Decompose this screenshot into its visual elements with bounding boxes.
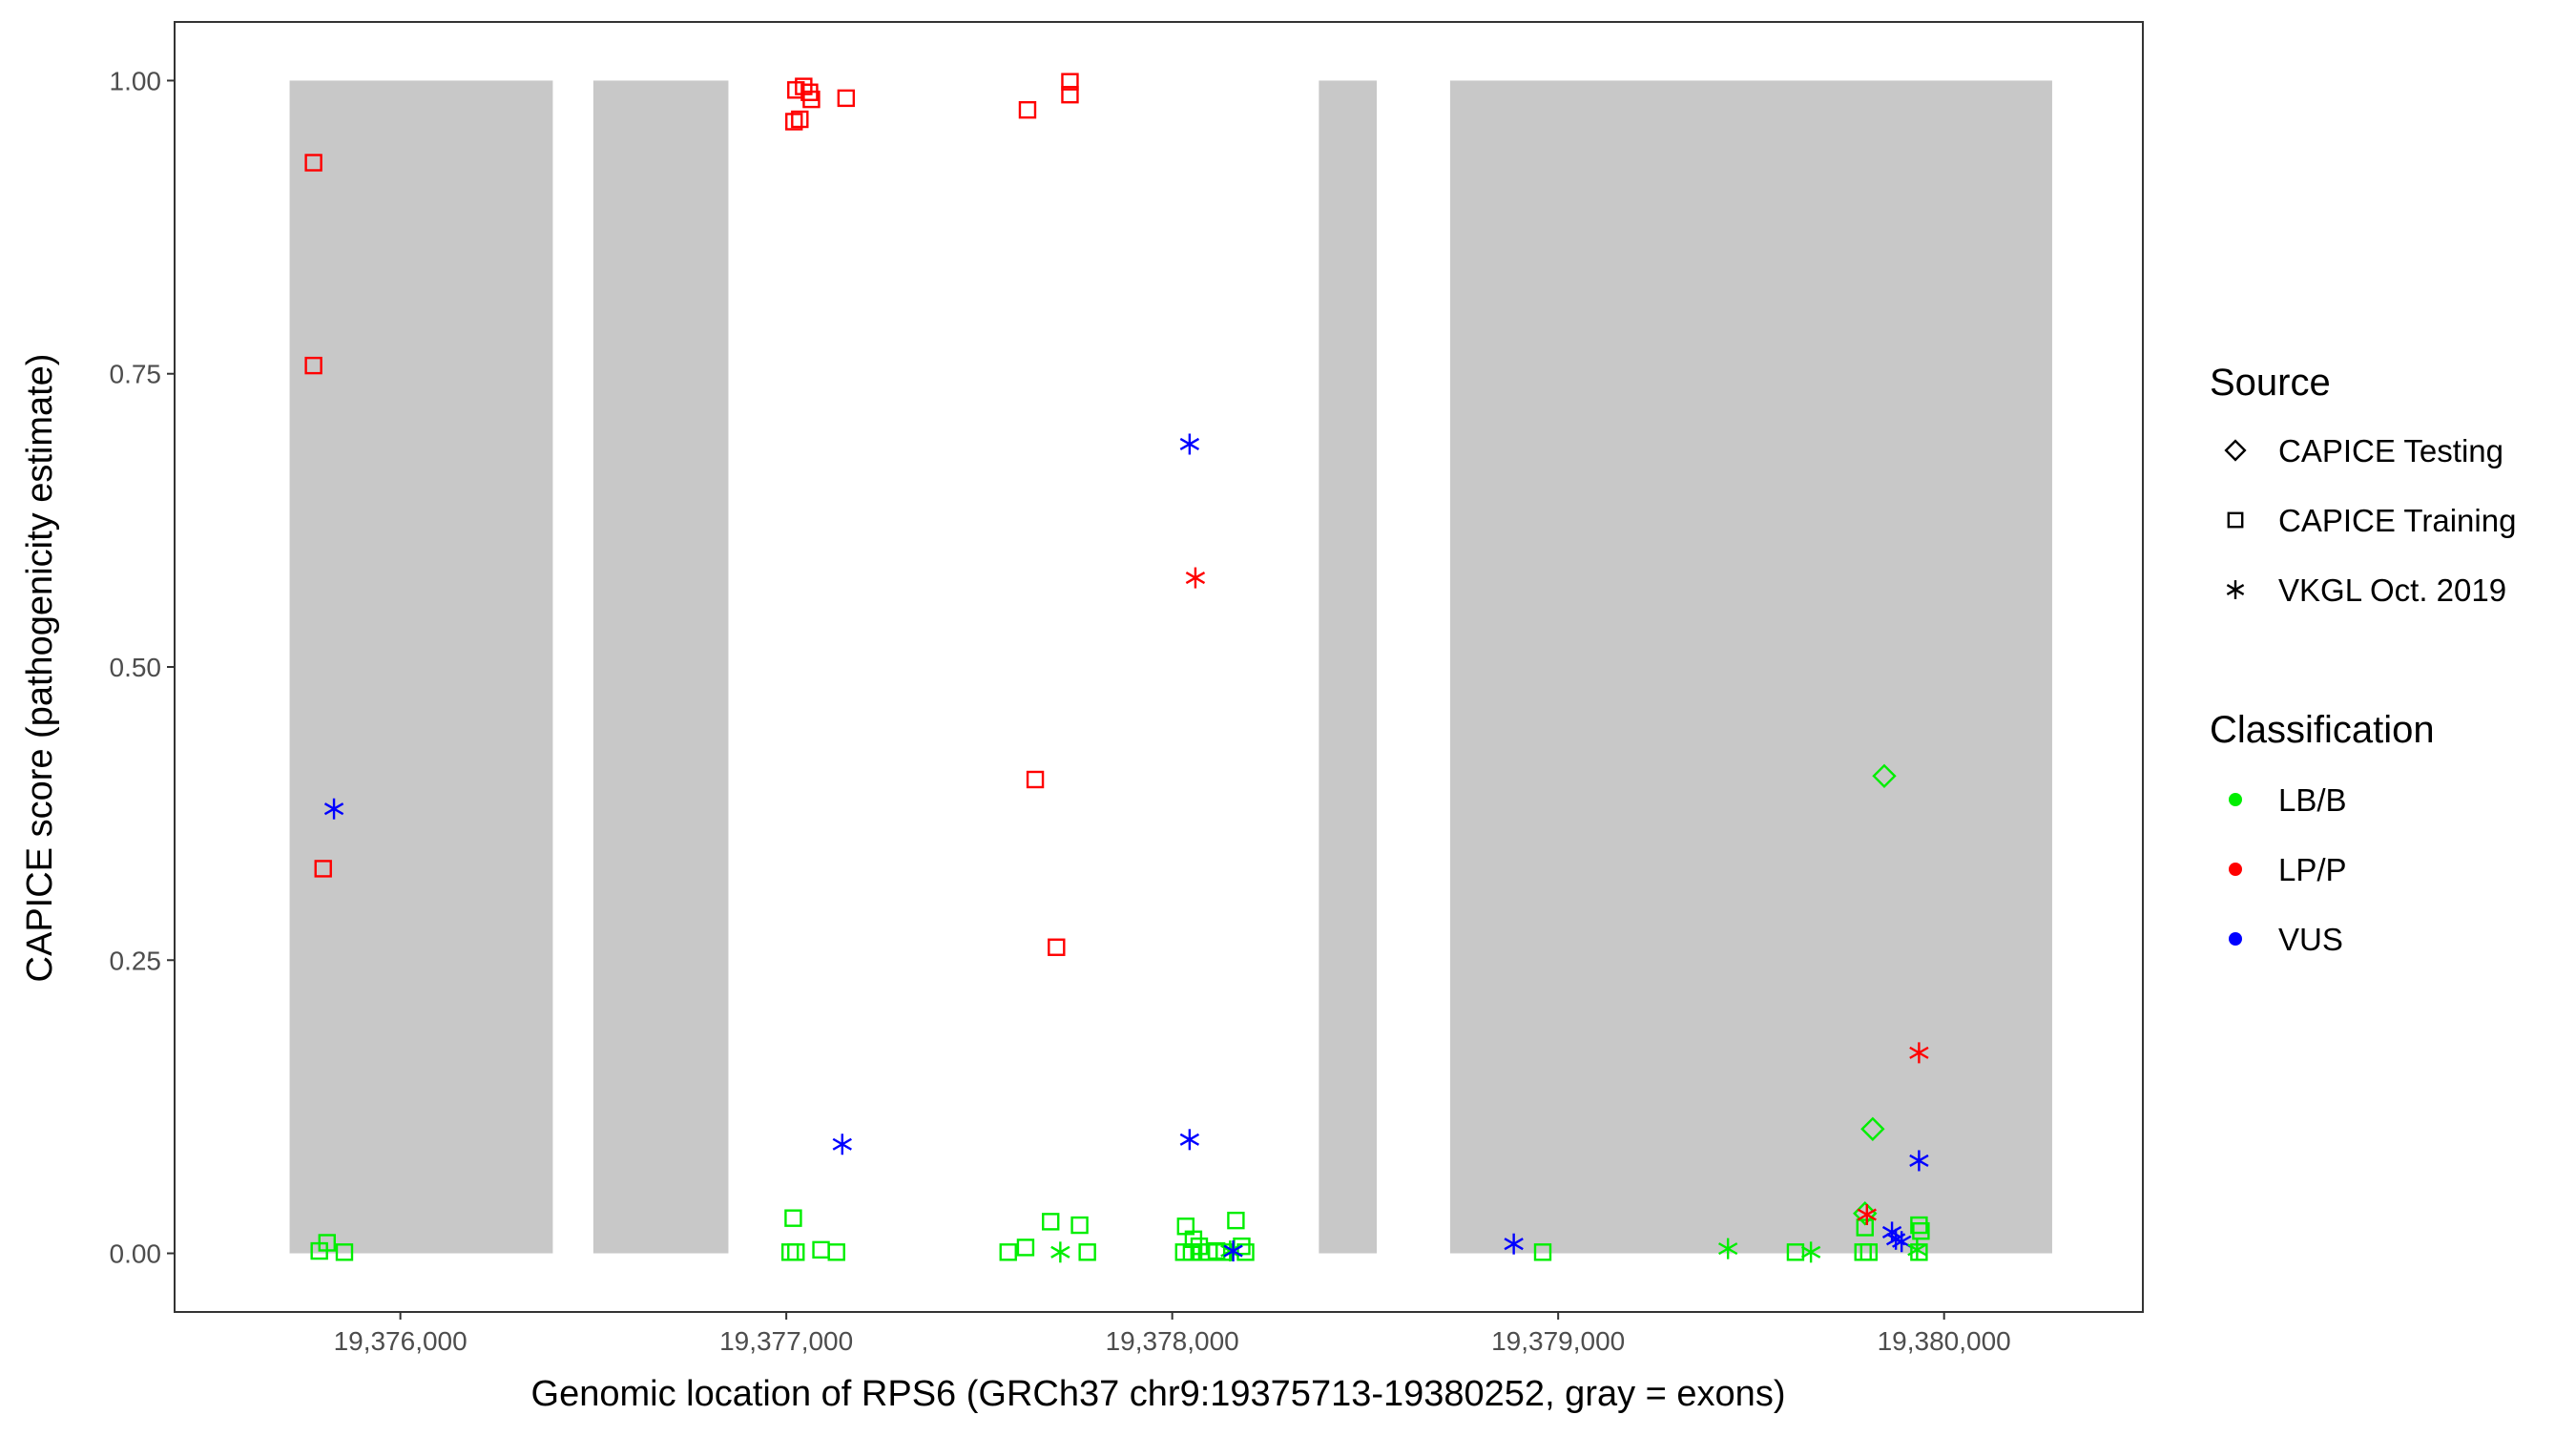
x-tick-label: 19,380,000 [1878,1326,2011,1356]
data-point-square [1533,1243,1552,1261]
y-tick-label: 0.25 [110,946,162,975]
y-tick-label: 1.00 [110,66,162,95]
data-point-asterisk [323,798,344,820]
legend-label: VKGL Oct. 2019 [2278,572,2506,608]
legend-label: CAPICE Testing [2278,433,2503,468]
data-point-asterisk [1909,1042,1929,1064]
data-point-square [1859,1243,1878,1261]
data-point-square [1786,1243,1805,1261]
data-point-square [785,113,803,131]
data-point-square [1910,1216,1928,1235]
x-tick-label: 19,376,000 [334,1326,467,1356]
x-tick-label: 19,378,000 [1106,1326,1239,1356]
data-point-square [802,90,821,109]
data-point-square [1227,1211,1245,1230]
data-point-square [1026,770,1045,789]
legend-classification-items: LB/B LP/P VUS [2229,782,2347,957]
data-point-square [1856,1218,1874,1237]
legend-title-source: Source [2210,362,2331,404]
data-point-square [1070,1216,1089,1235]
data-point-square [827,1243,845,1261]
data-point-square [999,1243,1017,1261]
data-point-square [1048,938,1066,956]
legend: Source CAPICE Testing CAPICE Training VKGL… [2210,362,2516,957]
data-point-square [1910,1243,1928,1261]
data-point-diamond [1860,1116,1885,1141]
data-point-square [335,1243,354,1261]
data-point-asterisk [1800,1241,1821,1263]
legend-key-square [2227,511,2244,529]
x-axis: 19,376,000 19,377,000 19,378,000 19,379,000… [334,1312,2011,1356]
legend-title-classification: Classification [2210,709,2435,751]
exon-regions [289,80,2052,1254]
legend-label: LB/B [2278,782,2347,818]
y-axis: 0.00 0.25 0.50 0.75 1.00 [110,66,175,1269]
data-point-square [1042,1213,1060,1231]
legend-key-dot [2229,793,2242,806]
data-point-square [784,1209,802,1227]
legend-key-diamond [2224,439,2247,462]
data-point-square [1078,1243,1096,1261]
data-point-square [304,154,322,172]
data-point-square [1912,1221,1930,1240]
y-tick-label: 0.00 [110,1239,162,1269]
data-point-square [1061,86,1079,104]
exon-region [1449,80,2052,1254]
data-point-square [812,1240,830,1259]
legend-label: VUS [2278,922,2343,957]
data-point-asterisk [1220,1240,1240,1262]
data-point-asterisk [1857,1203,1877,1225]
legend-key-dot [2229,932,2242,946]
data-point-asterisk [1909,1150,1929,1172]
y-tick-label: 0.50 [110,653,162,682]
x-axis-title: Genomic location of RPS6 (GRCh37 chr9:19… [531,1374,1786,1414]
data-point-square [837,89,856,108]
legend-label: CAPICE Training [2278,503,2516,538]
legend-source-items: CAPICE Testing CAPICE Training VKGL Oct. 2… [2224,433,2516,608]
data-point-square [787,1243,805,1261]
data-point-square [780,1243,800,1261]
exon-region [289,80,553,1254]
x-tick-label: 19,379,000 [1491,1326,1625,1356]
legend-label: LP/P [2278,852,2347,887]
legend-key-asterisk [2226,580,2245,599]
data-point-diamond [1872,763,1897,789]
data-point-square [1061,73,1079,91]
x-tick-label: 19,377,000 [719,1326,853,1356]
data-point-asterisk [1223,1240,1243,1262]
data-point-asterisk [1050,1241,1070,1263]
exon-region [1319,80,1378,1254]
data-point-asterisk [1881,1221,1902,1243]
data-point-square [318,1234,336,1252]
data-point-square [314,860,332,878]
data-point-asterisk [1717,1238,1738,1259]
data-point-asterisk [1504,1233,1524,1255]
data-point-asterisk [832,1134,852,1155]
exon-region [592,80,729,1254]
data-point-square [304,356,322,375]
data-point-asterisk [1179,433,1200,455]
y-tick-label: 0.75 [110,360,162,389]
data-points [304,73,1930,1263]
data-point-asterisk [1179,1129,1200,1151]
legend-key-dot [2229,863,2242,876]
data-point-square [791,110,809,129]
data-point-square [1236,1243,1255,1261]
data-point-square [1016,1238,1035,1257]
y-axis-title: CAPICE score (pathogenicity estimate) [20,354,60,983]
data-point-square [1182,1243,1201,1261]
data-point-square [1018,100,1037,119]
data-point-asterisk [1185,567,1206,589]
